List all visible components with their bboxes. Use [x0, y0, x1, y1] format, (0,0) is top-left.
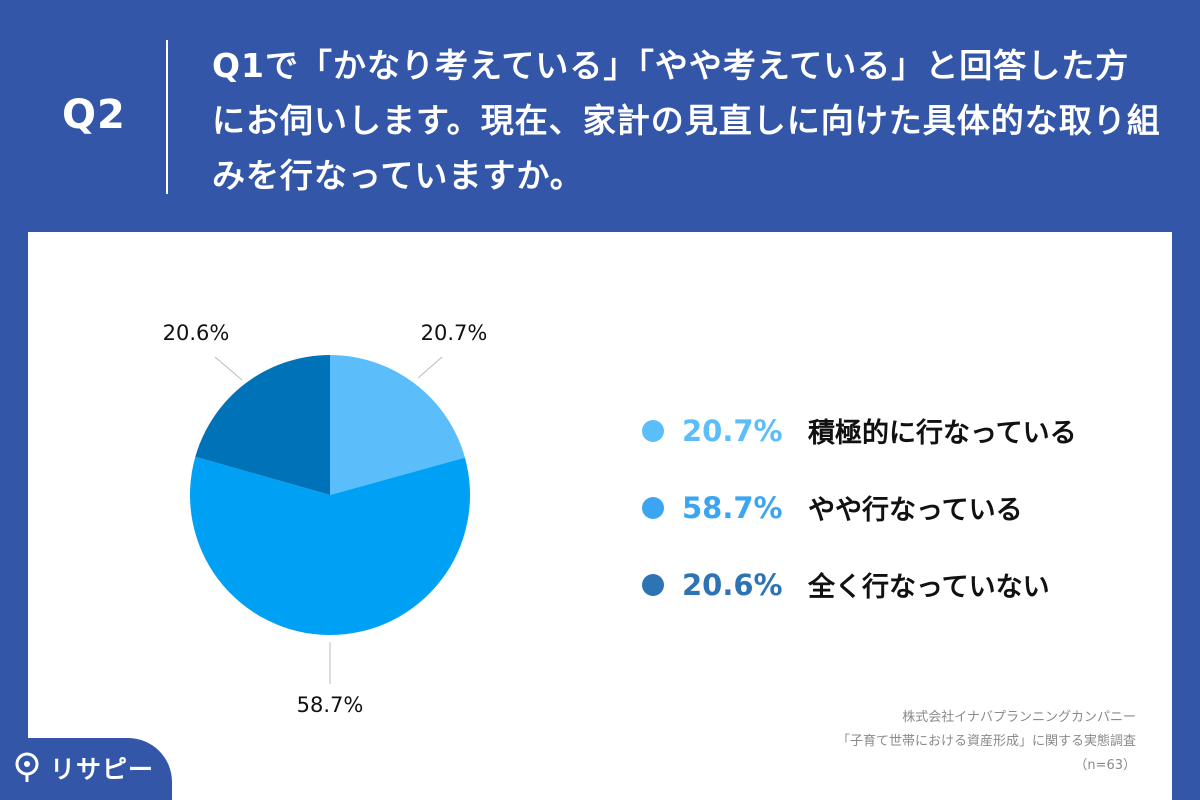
source-sample: （n=63） — [1074, 758, 1136, 773]
legend-item-2: 58.7% やや行なっている — [642, 469, 1162, 546]
pie-slice-1 — [330, 355, 465, 495]
source-note: 株式会社イナバプランニングカンパニー 「子育て世帯における資産形成」に関する実態… — [716, 706, 1136, 778]
source-company: 株式会社イナバプランニングカンパニー — [902, 710, 1136, 725]
brand-logo: リサピー — [14, 750, 154, 786]
leader-line-1 — [417, 356, 443, 379]
legend-value: 20.7% — [682, 413, 783, 448]
chart-panel: 20.7% 58.7% 20.6% 20.7% 積極的に行なっている 58.7% やや行な… — [28, 232, 1172, 800]
header: Q2 Q1で「かなり考えている」「やや考えている」と回答した方にお伺いします。現… — [0, 0, 1200, 232]
legend-item-1: 20.7% 積極的に行なっている — [642, 392, 1162, 469]
logo-text: リサピー — [50, 755, 155, 784]
slice-label-1: 20.7% — [421, 321, 488, 345]
pie-slice-2 — [190, 456, 470, 635]
question-number: Q2 — [62, 92, 126, 138]
legend-dot-icon — [642, 573, 664, 596]
legend-dot-icon — [642, 419, 664, 442]
legend-item-3: 20.6% 全く行なっていない — [642, 546, 1162, 623]
legend-dot-icon — [642, 496, 664, 519]
slice-label-2: 58.7% — [297, 693, 364, 717]
legend-value: 58.7% — [682, 490, 783, 525]
leader-line-3 — [214, 356, 243, 381]
chart-legend: 20.7% 積極的に行なっている 58.7% やや行なっている 20.6% 全く行なってい… — [642, 392, 1162, 623]
legend-value: 20.6% — [682, 567, 783, 602]
source-survey: 「子育て世帯における資産形成」に関する実態調査 — [836, 734, 1136, 749]
logo-tab — [0, 738, 172, 800]
legend-label: 積極的に行なっている — [808, 418, 1077, 449]
slice-label-3: 20.6% — [163, 321, 230, 345]
legend-label: 全く行なっていない — [808, 572, 1050, 603]
pie-chart: 20.7% 58.7% 20.6% — [163, 321, 488, 717]
pie-slice-3 — [195, 355, 330, 495]
pin-icon — [15, 752, 39, 782]
legend-label: やや行なっている — [808, 495, 1023, 526]
question-text: Q1で「かなり考えている」「やや考えている」と回答した方にお伺いします。現在、家… — [212, 46, 1161, 195]
header-divider — [166, 40, 168, 194]
